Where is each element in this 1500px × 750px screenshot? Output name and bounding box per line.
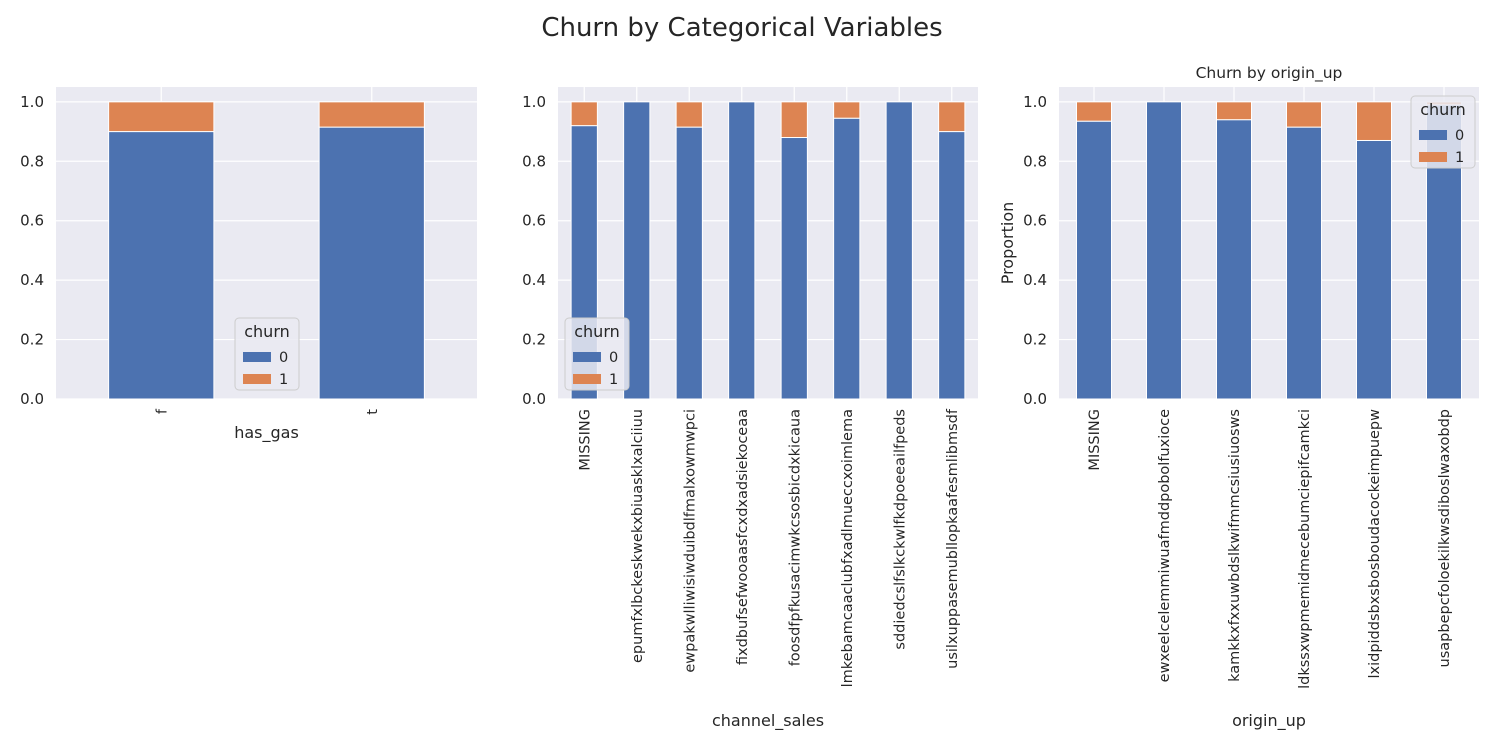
bar-churn-0 bbox=[938, 131, 966, 400]
y-tick-label: 0.4 bbox=[1023, 271, 1047, 289]
y-tick-label: 0.6 bbox=[522, 212, 546, 230]
x-tick-label: lxidpiddsbxsbosboudacockeimpuepw bbox=[1367, 409, 1383, 679]
y-tick-label: 0.2 bbox=[20, 331, 44, 349]
bar-churn-1 bbox=[1216, 101, 1252, 121]
x-tick-label: foosdfpfkusacimwkcsosbicdxkicaua bbox=[787, 409, 803, 666]
legend-label: 0 bbox=[279, 350, 288, 366]
legend: churn 0 1 bbox=[1410, 95, 1476, 169]
y-axis-label: Proportion bbox=[998, 202, 1017, 285]
x-tick-label: usilxuppasemubllopkaafesmlibmsdf bbox=[945, 408, 961, 669]
legend: churn 0 1 bbox=[564, 317, 630, 391]
x-tick-label: sddiedcslfslkckwlfkdpoeeailfpeds bbox=[892, 409, 908, 650]
bar-churn-0 bbox=[1076, 120, 1112, 400]
y-tick-label: 0.8 bbox=[20, 152, 44, 170]
bar-churn-0 bbox=[885, 101, 913, 400]
bar-churn-0 bbox=[833, 117, 861, 400]
x-axis-label: has_gas bbox=[234, 423, 299, 443]
x-tick-label: t bbox=[365, 409, 381, 415]
y-tick-label: 0.8 bbox=[1023, 152, 1047, 170]
y-tick-label: 1.0 bbox=[20, 93, 44, 111]
y-tick-label: 0.4 bbox=[522, 271, 546, 289]
bar-churn-0 bbox=[1146, 101, 1182, 400]
bar-churn-1 bbox=[1076, 101, 1112, 122]
chart-panel-channel_sales: 0.0 0.2 0.4 0.6 0.8 1.0 MISSING epumfxlbckeskwe… bbox=[522, 87, 978, 731]
y-tick-label: 0.0 bbox=[1023, 390, 1047, 408]
y-tick-label: 0.0 bbox=[20, 390, 44, 408]
y-tick-label: 0.4 bbox=[20, 271, 44, 289]
legend-title: churn bbox=[244, 322, 290, 341]
y-tick-label: 1.0 bbox=[1023, 93, 1047, 111]
y-tick-label: 0.2 bbox=[522, 331, 546, 349]
x-tick-label: MISSING bbox=[1087, 409, 1103, 471]
bar-churn-0 bbox=[1216, 119, 1252, 400]
bar-churn-1 bbox=[780, 101, 808, 139]
x-tick-label: ewxeelcelemmiwuafmddpobolfuxioce bbox=[1157, 409, 1173, 682]
legend: churn 0 1 bbox=[234, 317, 300, 391]
legend-swatch-churn-0 bbox=[243, 352, 271, 362]
legend-title: churn bbox=[1420, 100, 1466, 119]
bar-churn-0 bbox=[108, 131, 215, 400]
x-tick-label: fixdbufsefwooaasfcxdxadsiekoceaa bbox=[735, 409, 751, 665]
bar-churn-1 bbox=[1286, 101, 1322, 128]
legend-swatch-churn-1 bbox=[573, 374, 601, 384]
x-axis-label: origin_up bbox=[1232, 711, 1306, 731]
legend-label: 0 bbox=[609, 350, 618, 366]
legend-swatch-churn-1 bbox=[243, 374, 271, 384]
bar-churn-0 bbox=[318, 126, 425, 400]
chart-panel-origin_up: 0.0 0.2 0.4 0.6 0.8 1.0 MISSING ewxeelcelemmiwu… bbox=[998, 64, 1479, 731]
x-tick-label: f bbox=[154, 408, 170, 414]
bar-churn-0 bbox=[1286, 126, 1322, 400]
chart-panel-has_gas: 0.0 0.2 0.4 0.6 0.8 1.0 f t has_gas churn 0 1 bbox=[20, 87, 477, 443]
y-tick-label: 1.0 bbox=[522, 93, 546, 111]
bar-churn-1 bbox=[833, 101, 861, 119]
bar-churn-0 bbox=[780, 137, 808, 400]
figure-title: Churn by Categorical Variables bbox=[541, 13, 942, 43]
bar-churn-1 bbox=[108, 101, 215, 133]
plot-area bbox=[1059, 87, 1479, 399]
x-axis-label: channel_sales bbox=[712, 711, 824, 731]
x-tick-label: kamkkxfxxuwbdslkwifmmcsiusiuosws bbox=[1227, 409, 1243, 682]
legend-label: 1 bbox=[609, 372, 618, 388]
legend-label: 1 bbox=[279, 372, 288, 388]
legend-label: 1 bbox=[1455, 150, 1464, 166]
bar-churn-1 bbox=[938, 101, 966, 133]
y-tick-label: 0.6 bbox=[1023, 212, 1047, 230]
x-tick-label: ldkssxwpmemidmecebumciepifcamkci bbox=[1297, 409, 1313, 689]
x-tick-label: ewpakwlliwisiwduibdlfmalxowmwpci bbox=[682, 409, 698, 673]
y-tick-label: 0.0 bbox=[522, 390, 546, 408]
legend-swatch-churn-0 bbox=[573, 352, 601, 362]
bar-churn-0 bbox=[1356, 139, 1392, 400]
bar-churn-1 bbox=[1356, 101, 1392, 141]
bar-churn-0 bbox=[675, 126, 703, 400]
x-tick-label: lmkebamcaaclubfxadlmueccxoimlema bbox=[840, 409, 856, 687]
legend-swatch-churn-1 bbox=[1419, 152, 1447, 162]
y-tick-label: 0.8 bbox=[522, 152, 546, 170]
bar-churn-0 bbox=[728, 101, 756, 400]
bar-churn-1 bbox=[570, 101, 598, 127]
legend-swatch-churn-0 bbox=[1419, 130, 1447, 140]
legend-label: 0 bbox=[1455, 128, 1464, 144]
legend-title: churn bbox=[574, 322, 620, 341]
x-tick-label: epumfxlbckeskwekxbiuasklxalciiuu bbox=[630, 409, 646, 663]
bar-churn-1 bbox=[675, 101, 703, 128]
y-tick-label: 0.6 bbox=[20, 212, 44, 230]
bar-churn-1 bbox=[318, 101, 425, 128]
y-tick-label: 0.2 bbox=[1023, 331, 1047, 349]
x-tick-label: usapbepcfoloekilkwsdiboslwaxobdp bbox=[1437, 409, 1453, 667]
x-tick-label: MISSING bbox=[577, 409, 593, 471]
chart-title: Churn by origin_up bbox=[1196, 64, 1343, 83]
